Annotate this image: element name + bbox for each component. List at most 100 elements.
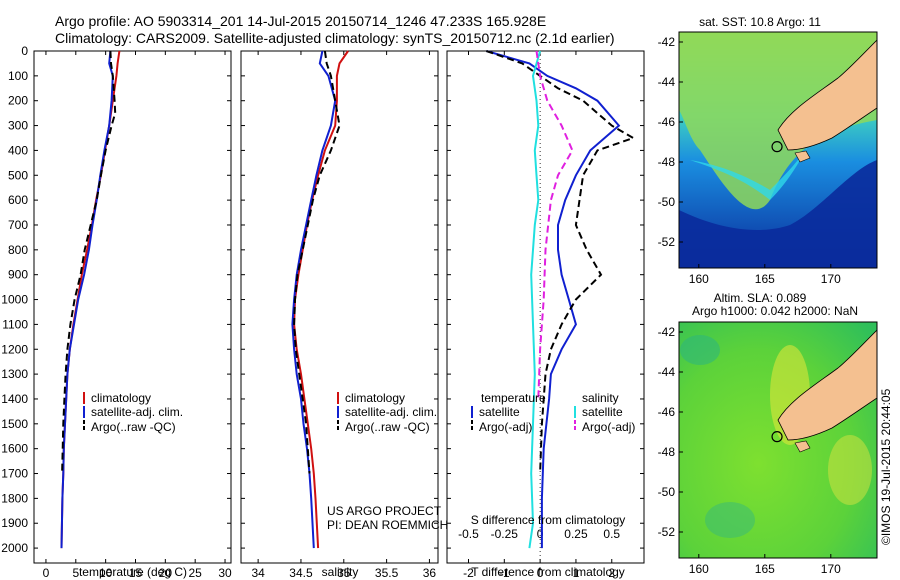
legend-label-t-argo: Argo(-adj) (479, 420, 532, 434)
credit-pi: PI: DEAN ROEMMICH (327, 518, 448, 532)
map-x-tick-label: 160 (689, 562, 709, 576)
salinity-panel (240, 50, 439, 564)
legend-label-t-satellite: satellite (479, 405, 520, 419)
y-tick-label: 1400 (1, 392, 28, 406)
map-y-tick-label: -42 (658, 325, 676, 339)
sst-warm-tongue (679, 32, 877, 210)
map-y-tick-label: -46 (658, 115, 676, 129)
map-y-tick-label: -48 (658, 445, 676, 459)
x-tick-label: 0 (43, 566, 50, 580)
imos-watermark: ©IMOS 19-Jul-2015 20:44:05 (879, 388, 893, 545)
map-y-tick-label: -48 (658, 155, 676, 169)
credit-project: US ARGO PROJECT (327, 504, 442, 518)
x-tick-label: 0 (537, 566, 544, 580)
sst-map-ticks: 160 165 170 -42 -44 -46 -48 -50 -52 (658, 35, 841, 286)
legend-header-salinity: salinity (582, 391, 619, 405)
s-tick-label: 0 (537, 527, 544, 541)
map-y-tick-label: -44 (658, 365, 676, 379)
x-tick-label: -1 (499, 566, 510, 580)
land-south-island (777, 329, 877, 441)
map-x-tick-label: 170 (821, 272, 841, 286)
t-difference-axis-label: T difference from climatology (471, 565, 625, 579)
temperature-legend: climatology satellite-adj. clim. Argo(..… (83, 391, 183, 434)
y-tick-label: 2000 (1, 541, 28, 555)
sla-map-ticks: 160 165 170 -42 -44 -46 -48 -50 -52 (658, 325, 841, 576)
y-tick-label: 1900 (1, 516, 28, 530)
y-tick-label: 600 (8, 193, 28, 207)
land-stewart-island (794, 440, 811, 453)
x-tick-label: 36 (423, 566, 437, 580)
s-tick-label: 0.25 (564, 527, 588, 541)
map-x-tick-label: 160 (689, 272, 709, 286)
s-tick-label: -0.25 (491, 527, 519, 541)
series-line-argo-adj- (535, 50, 574, 400)
legend-label-argo: Argo(..raw -QC) (345, 420, 430, 434)
series-line-argo-raw-qc- (293, 50, 341, 474)
difference-panel (446, 50, 645, 564)
y-tick-label: 900 (8, 268, 28, 282)
x-tick-label: 35.5 (375, 566, 399, 580)
sla-map (679, 322, 877, 558)
sla-yellow-patch (828, 435, 872, 505)
map-x-tick-label: 165 (755, 562, 775, 576)
map-y-tick-label: -46 (658, 405, 676, 419)
legend-label-s-satellite: satellite (582, 405, 623, 419)
x-tick-label: 30 (218, 566, 232, 580)
tick-layer: 0100200300400500600700800900100011001200… (1, 44, 644, 580)
y-tick-label: 1700 (1, 467, 28, 481)
legend-label-satellite: satellite-adj. clim. (91, 405, 183, 419)
temperature-axis-label: temperature (deg C) (79, 565, 187, 579)
x-tick-label: 34.5 (289, 566, 313, 580)
map-y-tick-label: -44 (658, 75, 676, 89)
x-tick-label: 15 (129, 566, 143, 580)
sla-map-title: Altim. SLA: 0.089 (714, 291, 807, 305)
x-tick-label: 2 (608, 566, 615, 580)
series-line-satellite (528, 50, 542, 549)
y-tick-label: 1000 (1, 293, 28, 307)
y-tick-label: 1300 (1, 367, 28, 381)
x-tick-label: 35 (337, 566, 351, 580)
y-tick-label: 400 (8, 143, 28, 157)
series-layer (60, 50, 636, 549)
map-y-tick-label: -52 (658, 235, 676, 249)
y-tick-label: 700 (8, 218, 28, 232)
sst-map-frame (678, 31, 878, 269)
map-x-tick-label: 165 (755, 272, 775, 286)
salinity-axis-label: salinity (322, 565, 359, 579)
x-tick-label: 20 (159, 566, 173, 580)
series-line-satellite (486, 50, 621, 549)
x-tick-label: 25 (189, 566, 203, 580)
x-tick-label: 10 (99, 566, 113, 580)
x-tick-label: 1 (573, 566, 580, 580)
map-x-tick-label: 170 (821, 562, 841, 576)
y-tick-label: 800 (8, 243, 28, 257)
s-difference-axis-label: S difference from climatology (471, 513, 626, 527)
series-line-argo-raw-qc- (61, 50, 117, 474)
map-y-tick-label: -50 (658, 195, 676, 209)
sla-map-subtitle: Argo h1000: 0.042 h2000: NaN (692, 304, 858, 318)
legend-label-climatology: climatology (345, 391, 405, 405)
sst-map-title: sat. SST: 10.8 Argo: 11 (699, 15, 821, 29)
argo-float-marker (771, 141, 783, 153)
argo-float-marker (771, 431, 783, 443)
land-south-island (777, 39, 877, 151)
legend-header-temperature: temperature (481, 391, 546, 405)
sst-map (679, 32, 877, 268)
y-tick-label: 0 (21, 44, 28, 58)
sst-cyan-band (690, 140, 812, 200)
land-stewart-island (794, 150, 811, 163)
x-tick-label: 5 (72, 566, 79, 580)
header-line-2: Climatology: CARS2009. Satellite-adjuste… (55, 30, 615, 46)
legend-label-satellite: satellite-adj. clim. (345, 405, 437, 419)
y-tick-label: 1200 (1, 342, 28, 356)
legend-label-climatology: climatology (91, 391, 151, 405)
y-tick-label: 1100 (2, 317, 28, 331)
series-line-argo-adj- (486, 50, 636, 474)
temperature-panel (33, 50, 232, 564)
y-tick-label: 500 (8, 168, 28, 182)
x-tick-label: 34 (251, 566, 265, 580)
sla-teal-patch (705, 502, 755, 538)
sla-teal-patch (680, 335, 720, 365)
x-tick-label: -2 (463, 566, 474, 580)
